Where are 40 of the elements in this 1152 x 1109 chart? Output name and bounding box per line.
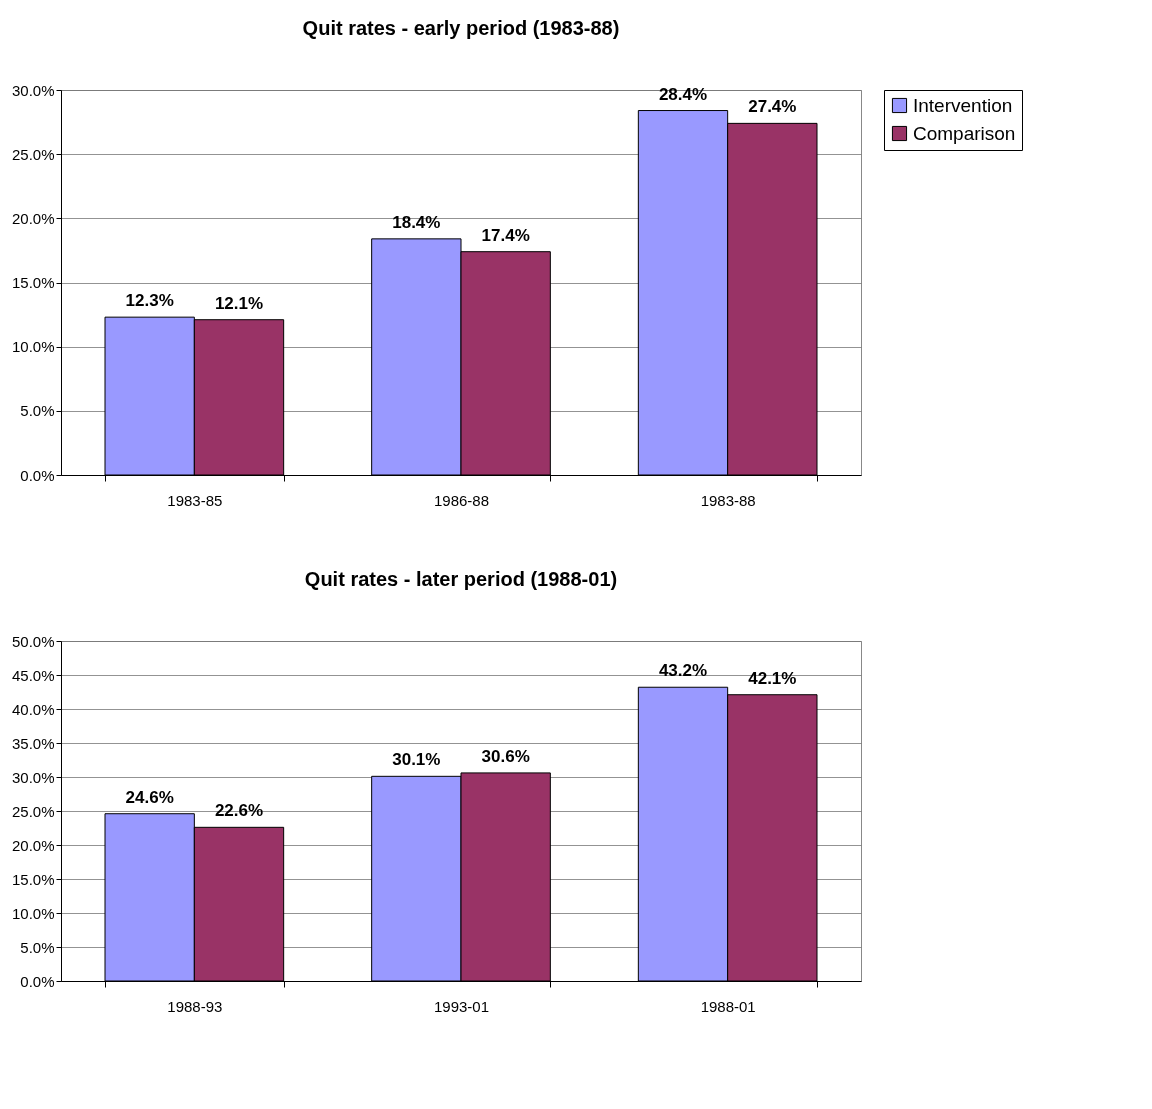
x-tick-label: 1988-93 <box>167 997 223 1015</box>
data-label: 30.1% <box>392 750 441 770</box>
chart-title: Quit rates - later period (1988-01) <box>304 568 618 590</box>
x-tick-label: 1993-01 <box>433 997 490 1015</box>
legend-label: Comparison <box>913 122 1016 144</box>
chart-title: Quit rates - early period (1983-88) <box>302 17 620 39</box>
y-tick-label: 20.0% <box>11 209 55 227</box>
data-label: 43.2% <box>658 661 708 681</box>
y-tick-label: 10.0% <box>11 904 55 922</box>
x-tick-label: 1986-88 <box>433 491 490 509</box>
data-label: 12.3% <box>125 291 174 311</box>
data-label: 17.4% <box>481 225 530 245</box>
y-tick-label: 35.0% <box>11 734 55 752</box>
data-label: 28.4% <box>658 84 708 104</box>
data-label: 27.4% <box>748 97 797 117</box>
y-tick-label: 45.0% <box>11 666 55 684</box>
data-label: 18.4% <box>392 212 441 232</box>
y-tick-label: 40.0% <box>11 700 55 718</box>
y-tick-label: 15.0% <box>11 274 55 291</box>
data-label: 24.6% <box>125 787 174 807</box>
y-tick-label: 30.0% <box>11 768 55 786</box>
y-tick-label: 5.0% <box>20 402 55 420</box>
y-tick-label: 30.0% <box>11 81 55 99</box>
y-tick-label: 25.0% <box>11 802 55 820</box>
y-tick-label: 20.0% <box>11 836 55 854</box>
x-tick-label: 1988-01 <box>700 997 756 1015</box>
y-tick-label: 0.0% <box>20 972 55 990</box>
y-tick-label: 25.0% <box>11 145 55 163</box>
legend-label: Intervention <box>913 94 1013 116</box>
y-tick-label: 5.0% <box>20 938 55 956</box>
data-label: 22.6% <box>214 801 264 821</box>
data-label: 12.1% <box>214 293 264 313</box>
data-label: 30.6% <box>481 746 530 766</box>
y-tick-label: 10.0% <box>11 338 55 356</box>
y-tick-label: 50.0% <box>11 632 55 650</box>
x-tick-label: 1983-85 <box>167 491 223 509</box>
y-tick-label: 0.0% <box>20 466 55 484</box>
y-tick-label: 15.0% <box>11 870 55 888</box>
data-label: 42.1% <box>748 668 797 688</box>
x-tick-label: 1983-88 <box>700 491 756 509</box>
